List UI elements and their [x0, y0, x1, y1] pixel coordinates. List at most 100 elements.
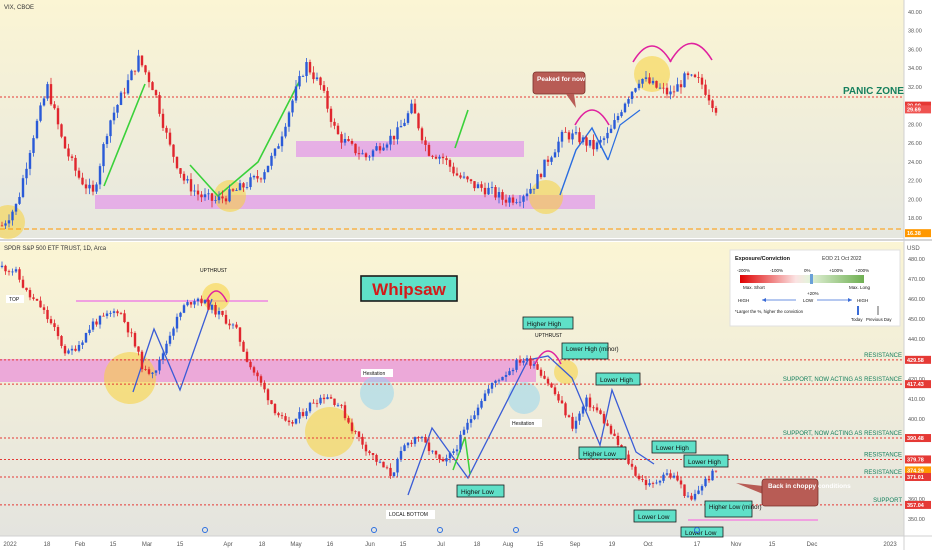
vix-candle-body [287, 112, 291, 127]
spy-candle-body [287, 420, 291, 423]
spy-candle-body [35, 298, 39, 301]
exposure-footnote: *Larger the %, higher the conviction [735, 309, 804, 314]
spy-candle-body [70, 348, 74, 351]
time-axis-label: May [290, 542, 301, 548]
spy-price-badge-label: 379.78 [907, 457, 924, 463]
vix-candle-body [413, 103, 417, 114]
spy-candle-body [308, 402, 312, 412]
spy-candle-body [441, 459, 445, 462]
vix-candle-body [326, 90, 329, 109]
exposure-scale-label: +100% [829, 268, 843, 273]
lower-high-box-3-text: Lower High [688, 459, 721, 466]
higher-low-minor-box: Higher Low (minor) [704, 500, 762, 518]
lower-low-box-2: Lower Low [680, 526, 724, 538]
vix-candle-body [609, 128, 613, 133]
lower-high-minor-box-text: Lower High (minor) [566, 346, 619, 353]
event-marker[interactable] [202, 527, 208, 533]
spy-candle-body [221, 310, 224, 315]
spy-price-badge [905, 472, 931, 481]
spy-candle-body [291, 422, 294, 424]
vix-candle-body [46, 84, 49, 99]
event-marker[interactable] [437, 527, 443, 533]
vix-candle-body [238, 183, 242, 191]
vix-trend-line [454, 109, 469, 149]
vix-candle-body [126, 80, 130, 94]
spy-candle-body [74, 348, 77, 351]
spy-candle-body [469, 419, 473, 423]
spy-candle-body [256, 372, 259, 377]
spy-candle-body [18, 269, 21, 280]
spy-candle-body [235, 324, 238, 328]
vix-candle-body [312, 72, 315, 80]
vix-peak-arc [574, 109, 610, 126]
spy-candle-body [77, 344, 81, 351]
spy-candle-body [455, 449, 459, 452]
spy-candle-body [396, 458, 399, 473]
vix-candle-body [35, 120, 39, 139]
spy-candle-body [434, 450, 438, 455]
event-marker[interactable] [513, 527, 519, 533]
spy-level-label: SUPPORT, NOW ACTING AS RESISTANCE [783, 377, 902, 383]
spy-tick-label: 350.00 [908, 517, 925, 523]
lower-high-box-1-text: Lower High [600, 377, 633, 384]
spy-price-scale: 480.00470.00460.00450.00440.00430.00420.… [905, 257, 931, 523]
vix-candle-body [613, 120, 616, 129]
peaked-callout: Peaked for now [532, 71, 586, 108]
spy-candle-body [637, 475, 641, 480]
structure-labels: Higher Low Higher High Lower High (minor… [456, 316, 762, 538]
spy-price-badge-label: 357.04 [907, 503, 925, 509]
vix-candle-body [571, 133, 574, 140]
vix-candle-body [0, 225, 4, 227]
time-axis-label: 15 [400, 542, 407, 548]
vix-candle-body [448, 160, 452, 167]
spy-candle-body [431, 450, 434, 452]
time-axis[interactable]: 2022 18 Feb 15 Mar 15 Apr 18 May 16 Jun 15 Jul 18 Aug 1… [3, 542, 897, 548]
event-marker[interactable] [371, 527, 377, 533]
spy-candle-body [592, 407, 595, 409]
vix-candle-body [543, 159, 546, 178]
higher-low-minor-box-text: Higher Low (minor) [709, 504, 762, 511]
higher-low-box-1-text: Higher Low [461, 489, 494, 496]
vix-candle-body [480, 184, 483, 188]
vix-candle-body [42, 98, 46, 106]
spy-candle-body [147, 369, 151, 374]
vix-candle-body [175, 156, 179, 169]
spy-candle-body [518, 360, 522, 363]
vix-candle-body [207, 193, 210, 195]
exposure-date: EOD 21 Oct 2022 [822, 256, 862, 262]
vix-candle-body [441, 156, 445, 159]
time-axis-label: Sep [570, 542, 581, 548]
time-axis-label: 19 [609, 542, 616, 548]
spy-candle-body [462, 429, 466, 435]
spy-candle-body [567, 415, 571, 417]
vix-candle-body [403, 122, 406, 126]
spy-candle-body [602, 413, 606, 424]
spy-candle-body [126, 322, 130, 333]
spy-candle-body [224, 314, 228, 324]
spy-title: SPDR S&P 500 ETF TRUST, 1D, Arca [4, 246, 107, 252]
vix-candle-body [60, 124, 63, 137]
spy-price-badge-label: 390.48 [907, 436, 924, 442]
spy-candle-body [179, 312, 182, 317]
spy-candle-body [501, 376, 504, 381]
spy-candle-body [378, 461, 382, 463]
vix-candle-body [228, 189, 231, 202]
spy-candle-body [42, 307, 46, 310]
vix-peak-arc [632, 45, 672, 63]
spy-candle-body [658, 480, 662, 483]
spy-tick-label: 410.00 [908, 397, 925, 403]
vix-candle-body [371, 150, 375, 157]
higher-low-box-2-bg [578, 446, 627, 460]
spy-candle-body [494, 380, 497, 383]
conviction-high-right: HIGH [857, 298, 868, 303]
time-axis-label: Apr [223, 542, 232, 548]
event-marker[interactable] [694, 527, 700, 533]
vix-candle-body [119, 92, 123, 105]
spy-candle-body [714, 470, 718, 472]
spy-candle-body [487, 388, 490, 394]
spy-candle-body [259, 376, 263, 383]
spy-candle-body [32, 297, 35, 299]
spy-candle-body [630, 463, 634, 467]
spy-candle-body [347, 418, 350, 423]
